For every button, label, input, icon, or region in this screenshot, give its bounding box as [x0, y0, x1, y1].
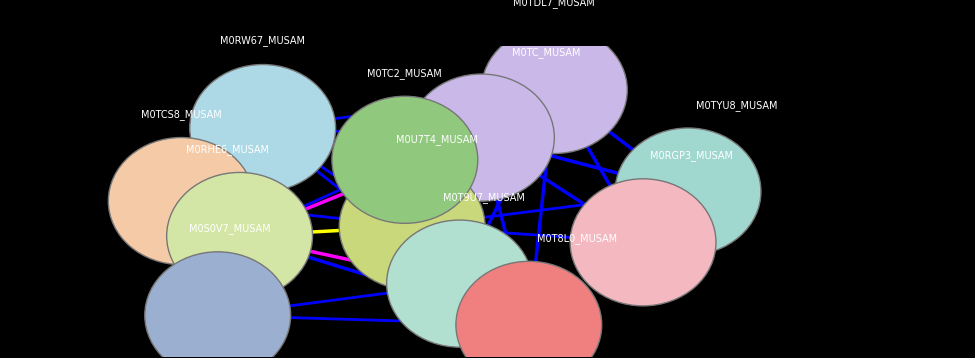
- Ellipse shape: [615, 128, 760, 255]
- Ellipse shape: [145, 252, 291, 358]
- Ellipse shape: [482, 26, 627, 154]
- Text: M0RGP3_MUSAM: M0RGP3_MUSAM: [650, 150, 733, 161]
- Ellipse shape: [339, 163, 486, 290]
- Ellipse shape: [167, 173, 313, 300]
- Ellipse shape: [456, 261, 602, 358]
- Ellipse shape: [409, 74, 555, 201]
- Text: M0TCS8_MUSAM: M0TCS8_MUSAM: [140, 109, 221, 120]
- Text: M0RW67_MUSAM: M0RW67_MUSAM: [220, 35, 305, 46]
- Ellipse shape: [108, 137, 254, 265]
- Ellipse shape: [190, 64, 335, 192]
- Ellipse shape: [387, 220, 532, 347]
- Ellipse shape: [332, 96, 478, 223]
- Text: M0U7T4_MUSAM: M0U7T4_MUSAM: [396, 135, 478, 145]
- Text: M0T9U7_MUSAM: M0T9U7_MUSAM: [443, 192, 525, 203]
- Text: M0TC_MUSAM: M0TC_MUSAM: [512, 47, 580, 58]
- Text: M0TYU8_MUSAM: M0TYU8_MUSAM: [696, 100, 777, 111]
- Text: M0S0V7_MUSAM: M0S0V7_MUSAM: [189, 223, 271, 234]
- Text: M0TC2_MUSAM: M0TC2_MUSAM: [368, 68, 443, 79]
- Text: M0RHE6_MUSAM: M0RHE6_MUSAM: [186, 144, 269, 155]
- Text: M0T8L0_MUSAM: M0T8L0_MUSAM: [537, 233, 617, 244]
- Text: M0TDL7_MUSAM: M0TDL7_MUSAM: [514, 0, 595, 8]
- Ellipse shape: [570, 179, 716, 306]
